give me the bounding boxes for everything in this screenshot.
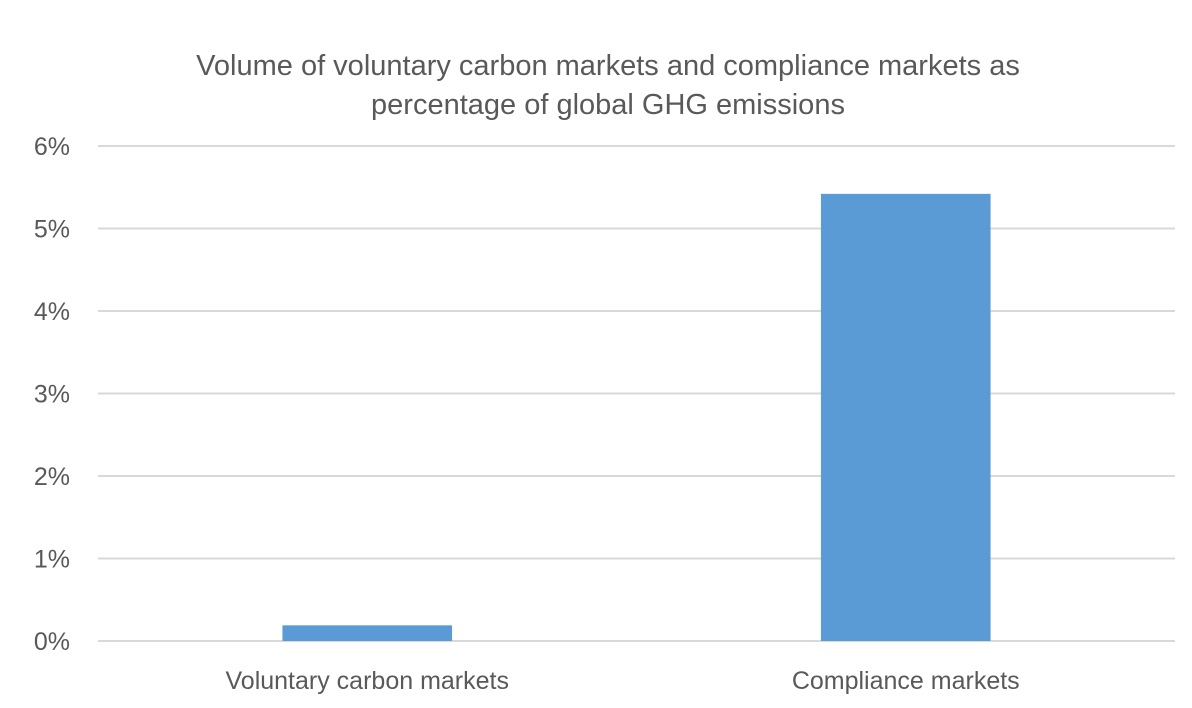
y-tick-label: 5% xyxy=(34,216,70,244)
bar-compliance-markets xyxy=(820,193,991,641)
bar-voluntary-carbon-markets xyxy=(282,625,453,641)
y-tick-label: 3% xyxy=(34,381,70,409)
gridlines xyxy=(98,145,1175,642)
x-category-label: Voluntary carbon markets xyxy=(226,667,509,695)
y-tick-label: 4% xyxy=(34,298,70,326)
y-tick-label: 2% xyxy=(34,463,70,491)
x-axis-category-labels: Voluntary carbon markets Compliance marke… xyxy=(226,667,1020,695)
y-tick-label: 0% xyxy=(34,628,70,656)
y-axis-tick-labels: 0% 1% 2% 3% 4% 5% 6% xyxy=(34,133,70,656)
bars xyxy=(282,193,991,641)
x-category-label: Compliance markets xyxy=(792,667,1020,695)
chart-title-line-1: Volume of voluntary carbon markets and c… xyxy=(196,50,1020,82)
y-tick-label: 6% xyxy=(34,133,70,161)
chart-title-line-2: percentage of global GHG emissions xyxy=(371,89,845,121)
y-tick-label: 1% xyxy=(34,546,70,574)
